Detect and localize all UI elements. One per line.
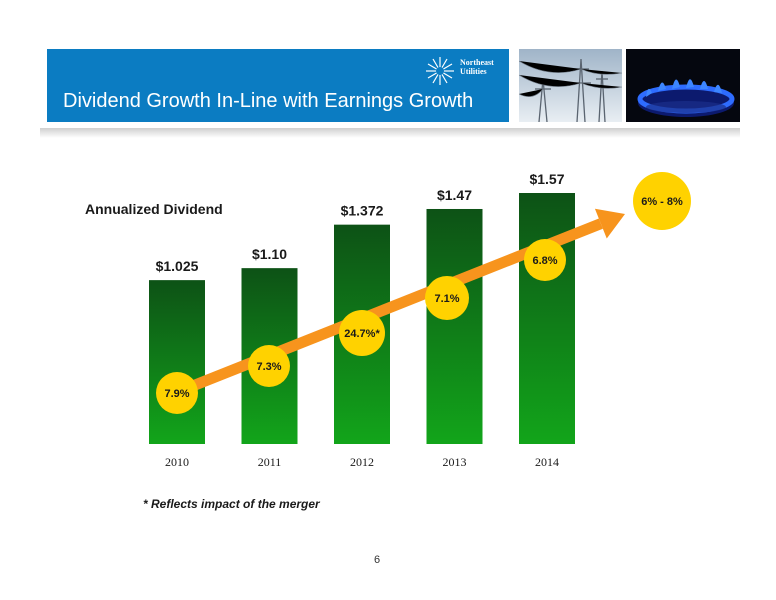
x-tick-label: 2012: [350, 455, 374, 469]
power-lines-photo: [519, 49, 622, 122]
x-tick-label: 2013: [443, 455, 467, 469]
x-tick-label: 2011: [258, 455, 282, 469]
bar-2014: [519, 193, 575, 444]
page-title: Dividend Growth In-Line with Earnings Gr…: [63, 90, 474, 112]
target-badge: [633, 172, 691, 230]
page-number: 6: [374, 554, 381, 566]
logo-text-line2: Utilities: [460, 67, 487, 76]
growth-badge: [524, 239, 566, 281]
header-shadow: [40, 128, 740, 138]
merger-footnote: * Reflects impact of the merger: [143, 497, 320, 511]
logo-text-line1: Northeast: [460, 58, 494, 67]
growth-rate-label: 7.9%: [164, 388, 189, 400]
growth-arrow-head: [594, 208, 625, 239]
gas-flame-photo: [626, 49, 740, 122]
target-growth-label: 6% - 8%: [641, 196, 683, 208]
growth-rate-label: 7.1%: [434, 293, 459, 305]
bar-value-label: $1.372: [341, 203, 384, 219]
bar-value-label: $1.57: [529, 171, 564, 187]
sunburst-icon: [426, 57, 454, 85]
bar-value-label: $1.10: [252, 246, 287, 262]
growth-rate-label: 24.7%*: [344, 328, 380, 340]
growth-rate-label: 6.8%: [532, 255, 557, 267]
x-tick-label: 2014: [535, 455, 559, 469]
bar-value-label: $1.47: [437, 187, 472, 203]
x-tick-label: 2010: [165, 455, 189, 469]
bar-2013: [426, 208, 483, 444]
growth-badge: [425, 276, 469, 320]
chart-title: Annualized Dividend: [85, 201, 223, 217]
growth-badge: [156, 372, 198, 414]
bar-2010: [149, 280, 205, 444]
growth-badge: [339, 310, 385, 356]
bar-value-label: $1.025: [156, 258, 199, 274]
header-band: [47, 49, 509, 122]
growth-badge: [248, 345, 290, 387]
growth-rate-label: 7.3%: [256, 361, 281, 373]
